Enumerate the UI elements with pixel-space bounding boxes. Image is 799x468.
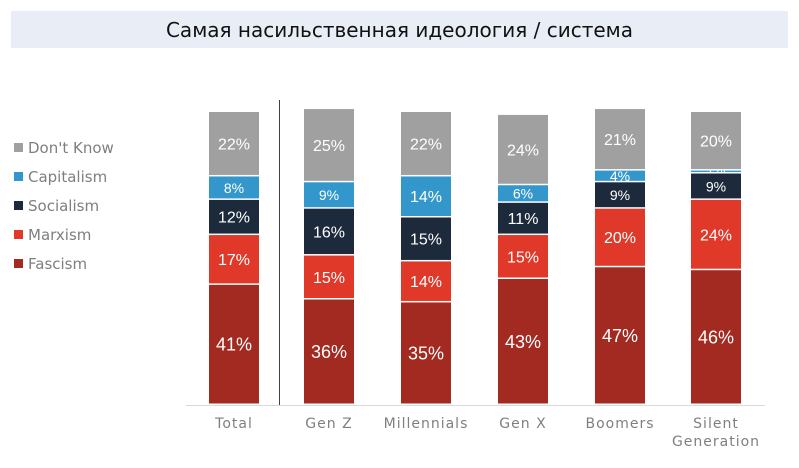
data-label: 46% — [698, 327, 734, 347]
bar-segment-socialism — [304, 208, 354, 255]
x-tick-label: Gen X — [499, 416, 546, 432]
legend-label: Don't Know — [28, 138, 114, 157]
bar-segment-capitalism — [498, 185, 548, 202]
chart-title: Самая насильственная идеология / система — [165, 17, 634, 42]
legend-item-marxism: Marxism — [14, 220, 114, 249]
data-label: 9% — [319, 187, 339, 203]
x-tick-label: Gen Z — [305, 416, 352, 432]
legend-swatch — [14, 201, 23, 210]
legend-item-dont-know: Don't Know — [14, 133, 114, 162]
data-label: 20% — [700, 134, 732, 151]
bar-segment-dont-know — [209, 112, 259, 175]
bar-segment-dont-know — [595, 109, 645, 170]
x-tick-label: Boomers — [585, 416, 654, 432]
bar-segment-fascism — [209, 284, 259, 404]
bar-segment-socialism — [498, 202, 548, 234]
data-label: 17% — [218, 252, 250, 269]
bar-segment-socialism — [209, 199, 259, 234]
x-tick-label: Generation — [672, 434, 760, 450]
bar-segment-marxism — [209, 235, 259, 284]
bar-segment-marxism — [401, 261, 451, 301]
data-label: 35% — [408, 343, 444, 363]
data-label: 12% — [218, 210, 250, 227]
data-label: 16% — [313, 224, 345, 241]
legend-label: Marxism — [28, 225, 92, 244]
bar-segment-capitalism — [595, 170, 645, 181]
legend-swatch — [14, 172, 23, 181]
bar-segment-dont-know — [401, 112, 451, 175]
data-label: 9% — [706, 178, 726, 194]
data-label: 41% — [216, 335, 252, 355]
data-label: 15% — [313, 270, 345, 287]
bar-segment-marxism — [595, 208, 645, 266]
x-tick-label: Millennials — [384, 416, 469, 432]
bar-segment-dont-know — [691, 112, 741, 170]
data-label: 11% — [508, 211, 539, 228]
data-label: 14% — [410, 274, 442, 291]
bar-segment-socialism — [691, 173, 741, 199]
bar-segment-socialism — [595, 182, 645, 208]
bar-segment-dont-know — [498, 114, 548, 184]
x-tick-label: Total — [214, 416, 253, 432]
data-label: 36% — [311, 342, 347, 362]
bar-segment-fascism — [595, 267, 645, 404]
bar-segment-fascism — [401, 302, 451, 404]
data-label: 15% — [410, 232, 442, 249]
x-tick-label: Silent — [693, 416, 739, 432]
legend-item-capitalism: Capitalism — [14, 162, 114, 191]
data-label: 9% — [610, 187, 630, 203]
data-label: 22% — [410, 136, 442, 153]
bar-segment-fascism — [498, 279, 548, 404]
bar-segment-socialism — [401, 217, 451, 260]
legend-label: Socialism — [28, 196, 100, 215]
data-label: 25% — [313, 138, 345, 155]
legend-item-fascism: Fascism — [14, 249, 114, 278]
legend-swatch — [14, 143, 23, 152]
data-label: 6% — [513, 186, 533, 202]
bar-segment-capitalism — [209, 176, 259, 199]
data-label: 24% — [700, 227, 732, 244]
data-label: 14% — [410, 189, 442, 206]
data-label: 43% — [505, 332, 541, 352]
bar-segment-capitalism — [691, 170, 741, 173]
data-label: 8% — [224, 180, 244, 196]
bar-segment-marxism — [304, 255, 354, 299]
bar-segment-capitalism — [304, 182, 354, 208]
data-label: 22% — [218, 136, 250, 153]
data-label: 24% — [507, 142, 539, 159]
legend-swatch — [14, 230, 23, 239]
legend-swatch — [14, 259, 23, 268]
data-label: 4% — [610, 168, 630, 184]
data-label: 15% — [507, 249, 539, 266]
bar-segment-fascism — [691, 270, 741, 404]
bar-segment-capitalism — [401, 176, 451, 216]
title-bar: Самая насильственная идеология / система — [11, 11, 788, 48]
legend-label: Capitalism — [28, 167, 108, 186]
bar-segment-dont-know — [304, 109, 354, 181]
legend-label: Fascism — [28, 254, 88, 273]
data-label: 47% — [602, 326, 638, 346]
bar-segment-fascism — [304, 299, 354, 404]
data-label: 21% — [604, 132, 636, 149]
data-label: 20% — [604, 230, 636, 247]
legend: Don't Know Capitalism Socialism Marxism … — [14, 133, 114, 278]
bar-segment-marxism — [691, 199, 741, 269]
bar-segment-marxism — [498, 235, 548, 278]
legend-item-socialism: Socialism — [14, 191, 114, 220]
